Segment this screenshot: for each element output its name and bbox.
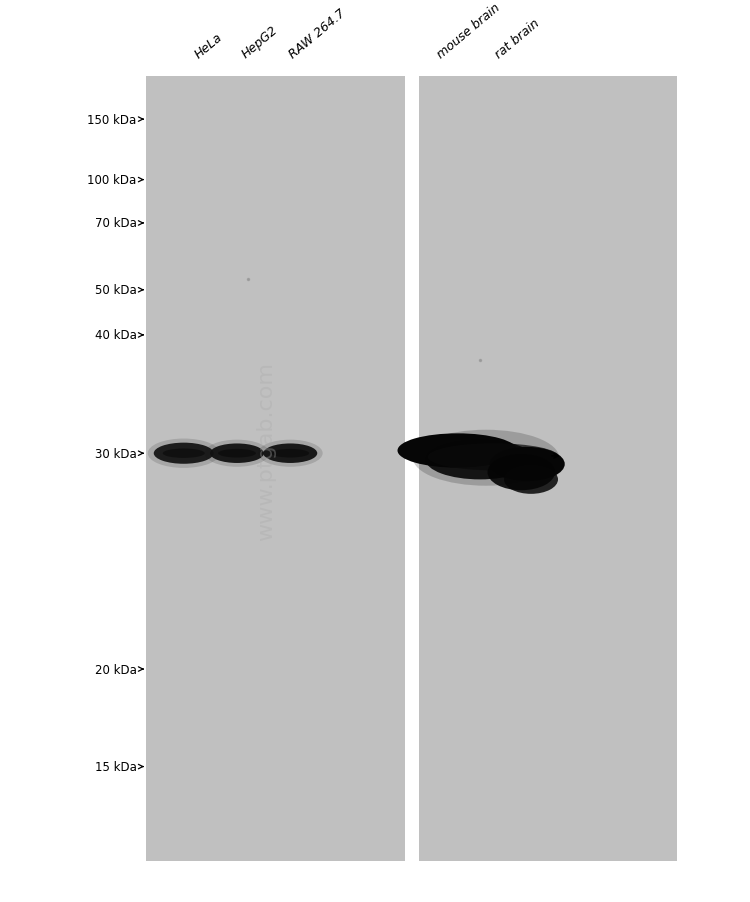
Ellipse shape (148, 439, 220, 468)
Text: www.ptgab.com: www.ptgab.com (256, 362, 276, 540)
Text: 150 kDa: 150 kDa (87, 114, 136, 126)
Text: 40 kDa: 40 kDa (94, 329, 136, 342)
Text: mouse brain: mouse brain (434, 2, 502, 61)
Ellipse shape (272, 449, 309, 458)
Text: HeLa: HeLa (193, 31, 225, 61)
Text: 100 kDa: 100 kDa (87, 174, 136, 187)
Text: 50 kDa: 50 kDa (94, 284, 136, 297)
Ellipse shape (426, 440, 534, 480)
Ellipse shape (413, 430, 559, 486)
Bar (146, 77, 405, 861)
Ellipse shape (398, 434, 518, 468)
Ellipse shape (163, 449, 205, 458)
Ellipse shape (258, 440, 322, 467)
Ellipse shape (427, 444, 559, 471)
Ellipse shape (263, 444, 317, 464)
Bar (419, 77, 677, 861)
Ellipse shape (488, 455, 555, 491)
Ellipse shape (154, 443, 214, 465)
Ellipse shape (504, 465, 558, 494)
Text: rat brain: rat brain (493, 17, 542, 61)
Text: 15 kDa: 15 kDa (94, 760, 136, 773)
Text: RAW 264.7: RAW 264.7 (286, 7, 348, 61)
Ellipse shape (205, 440, 269, 467)
Text: HepG2: HepG2 (239, 24, 280, 61)
Text: 20 kDa: 20 kDa (94, 663, 136, 676)
Text: 30 kDa: 30 kDa (94, 447, 136, 460)
Text: 70 kDa: 70 kDa (94, 217, 136, 230)
Ellipse shape (490, 447, 565, 482)
Ellipse shape (218, 449, 256, 458)
Ellipse shape (210, 444, 264, 464)
